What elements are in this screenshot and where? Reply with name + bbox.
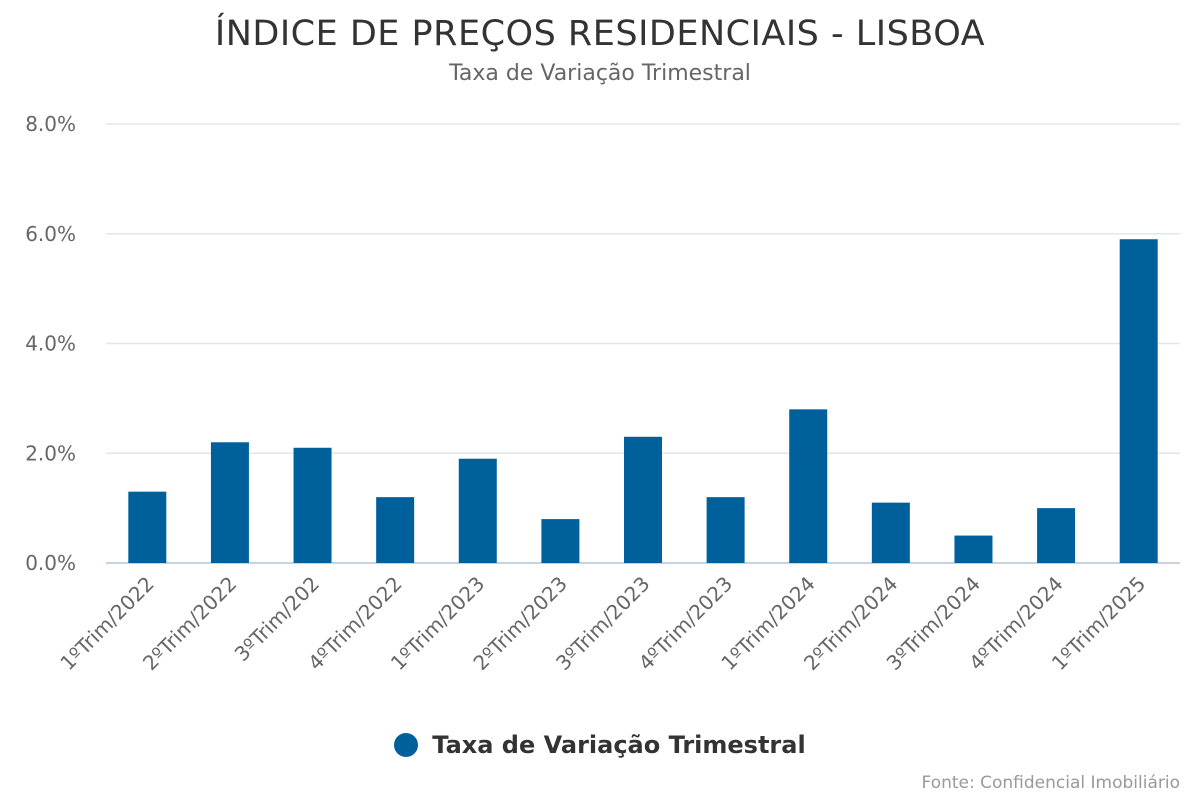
bar[interactable]: [293, 447, 332, 563]
bar[interactable]: [789, 409, 828, 563]
bar[interactable]: [1119, 239, 1158, 564]
legend: Taxa de Variação Trimestral: [0, 731, 1200, 761]
bar[interactable]: [376, 497, 415, 563]
y-tick-label: 8.0%: [25, 112, 76, 136]
y-tick-label: 4.0%: [25, 332, 76, 356]
chart-subtitle: Taxa de Variação Trimestral: [449, 61, 751, 86]
bar[interactable]: [1037, 508, 1076, 563]
y-tick-label: 6.0%: [25, 222, 76, 246]
source-note: Fonte: Confidencial Imobiliário: [921, 773, 1180, 793]
bar[interactable]: [624, 436, 662, 563]
bar[interactable]: [954, 535, 993, 563]
legend-marker-icon: [394, 733, 419, 757]
x-axis-ticks: 1ºTrim/20222ºTrim/20223ºTrim/2024ºTrim/2…: [55, 572, 1150, 675]
chart-title: ÍNDICE DE PREÇOS RESIDENCIAIS - LISBOA: [214, 14, 986, 54]
bar[interactable]: [210, 442, 249, 563]
bar[interactable]: [541, 519, 580, 563]
y-tick-label: 2.0%: [25, 441, 76, 465]
bars: [128, 239, 1158, 564]
bar[interactable]: [458, 458, 497, 563]
y-tick-label: 0.0%: [25, 551, 76, 575]
bar[interactable]: [871, 502, 910, 563]
bar[interactable]: [706, 497, 745, 563]
y-axis-ticks: 0.0% 2.0% 4.0% 6.0% 8.0%: [25, 112, 76, 575]
bar[interactable]: [128, 491, 167, 563]
legend-label[interactable]: Taxa de Variação Trimestral: [432, 731, 806, 759]
